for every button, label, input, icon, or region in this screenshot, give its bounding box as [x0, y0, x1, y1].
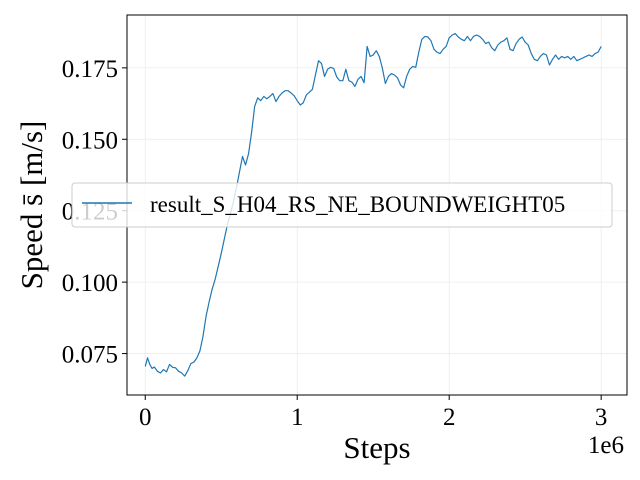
series-layer: [144, 32, 602, 377]
x-tick-label: 1: [291, 404, 304, 431]
x-tick-label: 3: [595, 404, 608, 431]
x-tick-label: 0: [139, 404, 152, 431]
y-tick-label: 0.150: [62, 127, 118, 154]
x-tick-label: 2: [443, 404, 456, 431]
legend: result_S_H04_RS_NE_BOUNDWEIGHT05: [71, 182, 613, 228]
y-tick-label: 0.100: [62, 270, 118, 297]
y-tick-label: 0.175: [62, 56, 118, 83]
legend-label: result_S_H04_RS_NE_BOUNDWEIGHT05: [150, 192, 565, 217]
legend-box: [71, 182, 613, 228]
x-offset-text: 1e6: [588, 432, 624, 459]
series-line-0: [144, 32, 602, 377]
y-axis-label: Speed s̄ [m/s]: [14, 121, 49, 290]
y-tick-label: 0.075: [62, 342, 118, 369]
x-axis-label: Steps: [343, 430, 410, 465]
